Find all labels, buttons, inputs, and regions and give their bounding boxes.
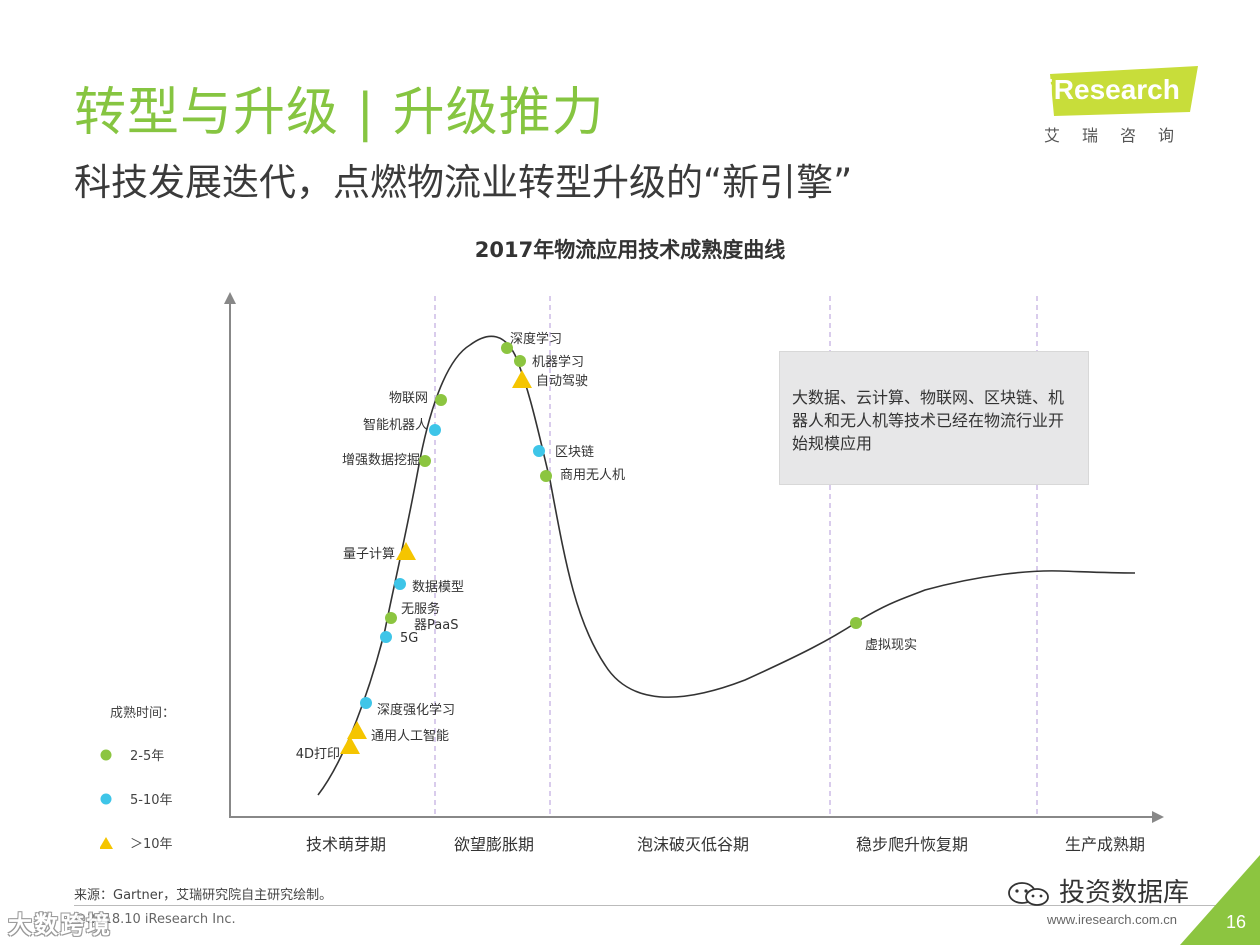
tech-point <box>514 355 526 367</box>
tech-point-label: 4D打印 <box>296 747 340 762</box>
hype-curve <box>317 335 1136 796</box>
page-number: 16 <box>1225 912 1246 932</box>
tech-point-label: 智能机器人 <box>363 418 428 433</box>
watermark: 大数跨境 <box>8 911 112 939</box>
tech-point-label: 区块链 <box>555 445 594 460</box>
phase-label: 稳步爬升恢复期 <box>856 835 968 854</box>
legend-label: ＞10年 <box>130 837 173 852</box>
legend-label: 2-5年 <box>130 749 165 764</box>
copyright: ©2018.10 iResearch Inc. <box>74 912 236 927</box>
tech-point <box>347 721 367 739</box>
page-subtitle: 科技发展迭代，点燃物流业转型升级的“新引擎” <box>74 161 853 204</box>
page-corner-shape <box>1180 855 1260 945</box>
tech-point-label: 5G <box>400 631 418 646</box>
tech-point-label: 通用人工智能 <box>371 729 449 744</box>
tech-point <box>419 455 431 467</box>
tech-point <box>533 445 545 457</box>
website-url: www.iresearch.com.cn <box>1047 912 1178 927</box>
tech-point <box>340 736 360 754</box>
chart-axes <box>224 292 1164 823</box>
green-circle-icon <box>100 748 116 762</box>
iresearch-logo: iResearch 艾瑞咨询 <box>1040 66 1200 146</box>
chart-title: 2017年物流应用技术成熟度曲线 <box>474 238 786 262</box>
page-title: 转型与升级 | 升级推力 <box>74 83 605 143</box>
tech-point <box>429 424 441 436</box>
tech-point-label: 无服务器PaaS <box>401 601 458 633</box>
tech-point-label: 数据模型 <box>412 580 464 595</box>
tech-point-label: 自动驾驶 <box>536 374 588 389</box>
phase-dividers <box>434 296 1038 815</box>
phase-label: 技术萌芽期 <box>306 835 386 854</box>
tech-point-label: 深度学习 <box>510 331 562 347</box>
tech-point-label: 虚拟现实 <box>865 638 917 653</box>
tech-point <box>394 578 406 590</box>
tech-point <box>396 542 416 560</box>
tech-point <box>501 342 513 354</box>
tech-point <box>385 612 397 624</box>
tech-point <box>360 697 372 709</box>
phase-label: 泡沫破灭低谷期 <box>637 835 749 854</box>
logo-cn-text: 艾瑞咨询 <box>1044 126 1197 145</box>
tech-point-label: 深度强化学习 <box>377 702 455 718</box>
wechat-icon <box>1008 881 1049 906</box>
blue-circle-icon <box>100 792 116 806</box>
legend-item-2-5: 2-5年 <box>100 745 164 764</box>
phase-labels: 技术萌芽期 欲望膨胀期 泡沫破灭低谷期 稳步爬升恢复期 生产成熟期 <box>306 835 1145 854</box>
logo-wordmark: iResearch <box>1046 74 1180 105</box>
yellow-triangle-icon <box>99 836 116 850</box>
phase-label: 生产成熟期 <box>1065 835 1145 854</box>
tech-point-label: 物联网 <box>389 391 428 406</box>
legend-item-10plus: ＞10年 <box>99 833 173 852</box>
tech-point <box>540 470 552 482</box>
y-axis-arrow <box>224 292 236 304</box>
source-note: 来源：Gartner，艾瑞研究院自主研究绘制。 <box>74 888 333 903</box>
legend-title: 成熟时间： <box>110 706 176 721</box>
wechat-account-name: 投资数据库 <box>1059 878 1190 908</box>
legend-item-5-10: 5-10年 <box>100 789 173 808</box>
wechat-badge: 投资数据库 <box>1007 872 1189 909</box>
tech-point <box>380 631 392 643</box>
x-axis-arrow <box>1152 811 1164 823</box>
tech-point-label: 增强数据挖掘 <box>342 453 420 468</box>
tech-point-label: 量子计算 <box>343 547 395 562</box>
tech-point <box>512 370 532 388</box>
phase-label: 欲望膨胀期 <box>454 835 534 854</box>
tech-point <box>850 617 862 629</box>
tech-point-label: 商用无人机 <box>560 468 625 483</box>
logo-flag-shape <box>1050 66 1198 116</box>
legend-label: 5-10年 <box>130 793 173 808</box>
tech-point <box>435 394 447 406</box>
footer-divider <box>74 905 1260 906</box>
tech-point-label: 机器学习 <box>532 354 584 370</box>
annotation-box: 大数据、云计算、物联网、区块链、机器人和无人机等技术已经在物流行业开始规模应用 <box>779 351 1089 485</box>
